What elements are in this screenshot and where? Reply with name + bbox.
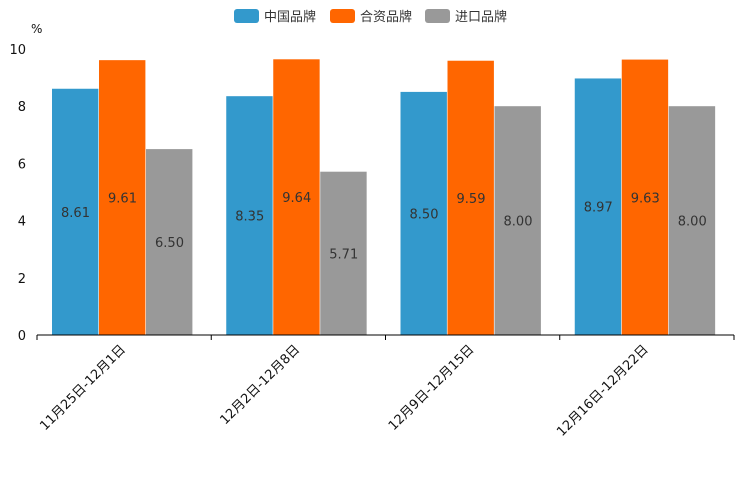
bar[interactable] — [52, 88, 99, 335]
category-group: 8.61 9.61 6.50 — [52, 60, 193, 336]
data-label: 8.00 — [504, 215, 533, 230]
data-label: 6.50 — [155, 236, 184, 251]
legend-swatch — [425, 9, 450, 23]
y-tick-label: 2 — [18, 272, 26, 287]
bars: 8.619.616.508.359.645.718.509.598.008.97… — [52, 59, 716, 336]
y-axis-unit-label: % — [31, 22, 42, 36]
data-label: 5.71 — [329, 247, 358, 262]
bar[interactable] — [621, 59, 669, 335]
bar[interactable] — [574, 78, 622, 335]
x-category-label: 12月2日-12月8日 — [217, 342, 303, 428]
x-axis: 11月25日-12月1日 12月2日-12月8日 12月9日-12月15日 12月16… — [36, 334, 735, 440]
x-category-label: 12月9日-12月15日 — [386, 342, 478, 434]
bar[interactable] — [146, 149, 193, 335]
legend-label: 中国品牌 — [264, 9, 316, 25]
bar[interactable] — [320, 171, 367, 335]
category-group: 8.97 9.63 8.00 — [574, 59, 716, 335]
y-tick-label: 10 — [9, 43, 26, 58]
bar[interactable] — [99, 60, 146, 336]
data-label: 9.59 — [457, 192, 486, 207]
x-category-label: 11月25日-12月1日 — [37, 342, 129, 434]
y-axis: 0 2 4 6 8 10 — [9, 43, 26, 344]
data-label: 8.35 — [235, 210, 264, 225]
data-label: 9.63 — [631, 191, 660, 206]
bar[interactable] — [226, 96, 273, 335]
data-label: 9.64 — [282, 191, 311, 206]
data-label: 9.61 — [108, 192, 137, 207]
legend-label: 合资品牌 — [360, 9, 412, 25]
y-tick-label: 6 — [18, 157, 26, 172]
category-group: 8.50 9.59 8.00 — [400, 60, 541, 336]
bar[interactable] — [273, 59, 320, 336]
legend-swatch — [234, 9, 259, 23]
legend: 中国品牌 合资品牌 进口品牌 — [234, 9, 507, 25]
y-tick-label: 8 — [18, 100, 26, 115]
data-label: 8.00 — [678, 215, 707, 230]
category-group: 8.35 9.64 5.71 — [226, 59, 367, 336]
legend-label: 进口品牌 — [455, 9, 507, 25]
bar[interactable] — [494, 106, 541, 335]
data-label: 8.61 — [61, 206, 90, 221]
legend-swatch — [330, 9, 355, 23]
x-category-label: 12月16日-12月22日 — [554, 342, 651, 439]
data-label: 8.97 — [584, 201, 613, 216]
bar[interactable] — [400, 91, 447, 336]
data-label: 8.50 — [410, 207, 439, 222]
legend-item[interactable]: 合资品牌 — [330, 9, 412, 25]
y-tick-label: 4 — [18, 215, 26, 230]
legend-item[interactable]: 进口品牌 — [425, 9, 507, 25]
y-tick-label: 0 — [18, 329, 26, 344]
legend-item[interactable]: 中国品牌 — [234, 9, 316, 25]
bar[interactable] — [668, 106, 716, 335]
bar[interactable] — [447, 60, 494, 335]
